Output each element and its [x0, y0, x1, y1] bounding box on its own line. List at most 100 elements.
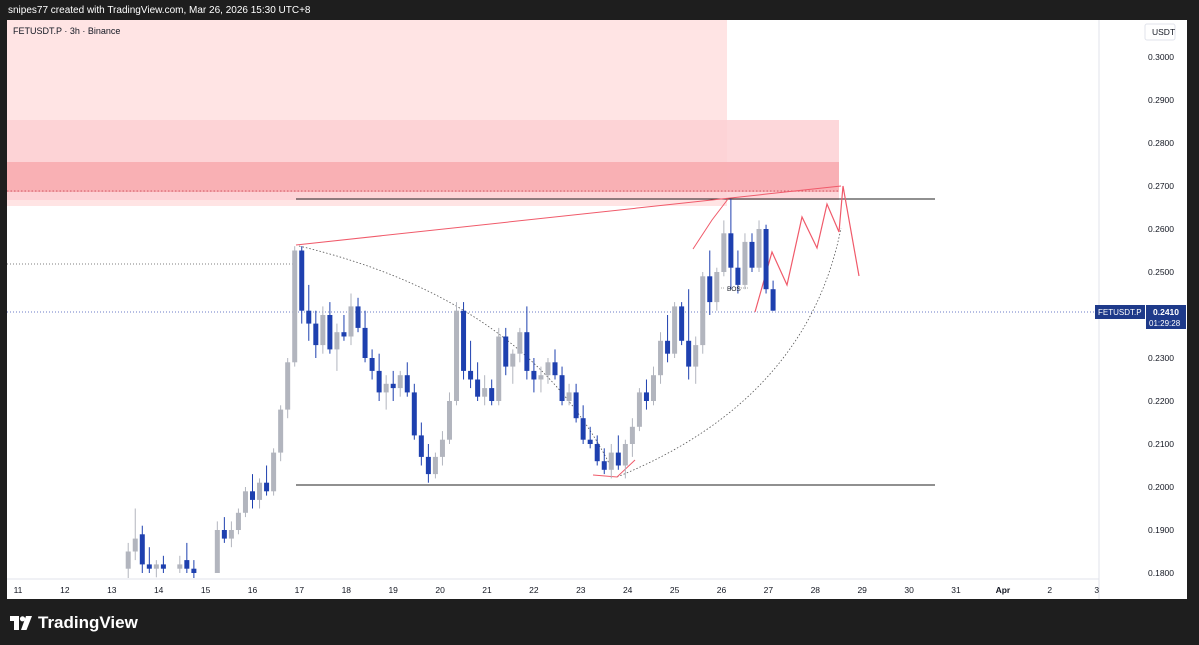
- candle-body: [622, 444, 628, 466]
- candle-body: [299, 250, 305, 311]
- date-tick-label: 17: [295, 585, 305, 595]
- candle: [482, 375, 488, 406]
- date-tick-label: 30: [904, 585, 914, 595]
- price-tick-label: 0.1800: [1148, 568, 1174, 578]
- candle: [285, 358, 291, 419]
- candle: [146, 547, 152, 573]
- candle: [320, 306, 326, 354]
- date-tick-label: 24: [623, 585, 633, 595]
- candle-body: [214, 530, 220, 573]
- candle: [125, 542, 131, 578]
- price-tick-label: 0.2600: [1148, 224, 1174, 234]
- candle: [341, 315, 347, 341]
- candle-body: [306, 310, 312, 324]
- candle-body: [538, 375, 544, 380]
- candle: [475, 362, 481, 401]
- date-tick-label: 16: [248, 585, 258, 595]
- candlestick-chart[interactable]: BOS FETUSDT.P · 3h · Binance USDT 0.3000…: [7, 20, 1187, 599]
- candle-body: [292, 250, 298, 363]
- candle-body: [397, 375, 403, 389]
- candle: [559, 366, 565, 406]
- candle-body: [742, 241, 748, 285]
- candle: [355, 297, 361, 333]
- candle-body: [686, 340, 692, 367]
- date-tick-label: 26: [717, 585, 727, 595]
- price-tag-countdown: 01:29:28: [1149, 319, 1181, 328]
- candle-body: [132, 538, 138, 552]
- candle-body: [475, 379, 481, 397]
- price-tick-label: 0.2200: [1148, 396, 1174, 406]
- supply-zones: [7, 20, 839, 206]
- candle-body: [749, 241, 755, 268]
- candle: [573, 383, 579, 423]
- date-tick-label: 14: [154, 585, 164, 595]
- candle-body: [221, 530, 227, 539]
- candle: [496, 327, 502, 406]
- symbol-info: FETUSDT.P · 3h · Binance: [13, 26, 120, 36]
- candle-body: [510, 353, 516, 367]
- candle-body: [369, 358, 375, 371]
- candle: [503, 327, 509, 376]
- candle: [432, 452, 438, 479]
- candle-body: [411, 392, 417, 436]
- candle: [545, 358, 551, 384]
- candle-body: [735, 267, 741, 285]
- candle: [650, 366, 656, 406]
- candle: [418, 422, 424, 466]
- candle: [390, 370, 396, 401]
- candle-body: [643, 392, 649, 401]
- price-tick-label: 0.2500: [1148, 267, 1174, 277]
- candle-body: [320, 315, 326, 346]
- candle-body: [125, 551, 131, 569]
- candle-body: [425, 456, 431, 475]
- tradingview-logo-icon: [10, 616, 32, 630]
- candle-body: [503, 336, 509, 367]
- candle: [714, 267, 720, 311]
- candle: [538, 366, 544, 393]
- candle: [242, 487, 248, 518]
- candle: [700, 272, 706, 354]
- candle-body: [552, 362, 558, 376]
- candle-body: [580, 418, 586, 440]
- candle-body: [418, 435, 424, 457]
- price-tick-label: 0.2100: [1148, 439, 1174, 449]
- candle: [348, 293, 354, 346]
- date-tick-label: Apr: [996, 585, 1011, 595]
- candle-body: [242, 491, 248, 513]
- candle-body: [672, 306, 678, 354]
- candle: [177, 555, 183, 573]
- candle-body: [721, 233, 727, 272]
- candle-body: [629, 426, 635, 444]
- candle-body: [362, 327, 368, 358]
- candle-body: [334, 332, 340, 350]
- candle-body: [235, 512, 241, 530]
- candle-body: [153, 564, 159, 569]
- candle-body: [184, 560, 190, 569]
- candle: [411, 383, 417, 440]
- price-tick-label: 0.3000: [1148, 52, 1174, 62]
- candle: [334, 323, 340, 371]
- time-axis[interactable]: 11 12 13 14 15 16 17 18 19 20 21 22 23 24 25 26 27 28 29 30…: [7, 578, 1099, 595]
- candle: [153, 560, 159, 578]
- price-tag-value: 0.2410: [1153, 307, 1179, 317]
- candle: [376, 353, 382, 401]
- chart-frame[interactable]: BOS FETUSDT.P · 3h · Binance USDT 0.3000…: [7, 20, 1187, 599]
- candle-body: [482, 388, 488, 397]
- tradingview-logo[interactable]: TradingView: [10, 610, 138, 636]
- candle-body: [285, 362, 291, 410]
- candle-body: [587, 439, 593, 444]
- price-tick-label: 0.2700: [1148, 181, 1174, 191]
- candle-body: [355, 306, 361, 328]
- candle: [264, 465, 270, 496]
- candle-body: [763, 229, 769, 290]
- date-tick-label: 15: [201, 585, 211, 595]
- candle: [517, 327, 523, 363]
- candle: [679, 302, 685, 346]
- candle: [439, 431, 445, 466]
- candle-body: [446, 401, 452, 440]
- candle: [132, 508, 138, 561]
- candle-body: [714, 272, 720, 303]
- candle: [552, 349, 558, 380]
- candle: [191, 560, 197, 578]
- candle: [665, 315, 671, 363]
